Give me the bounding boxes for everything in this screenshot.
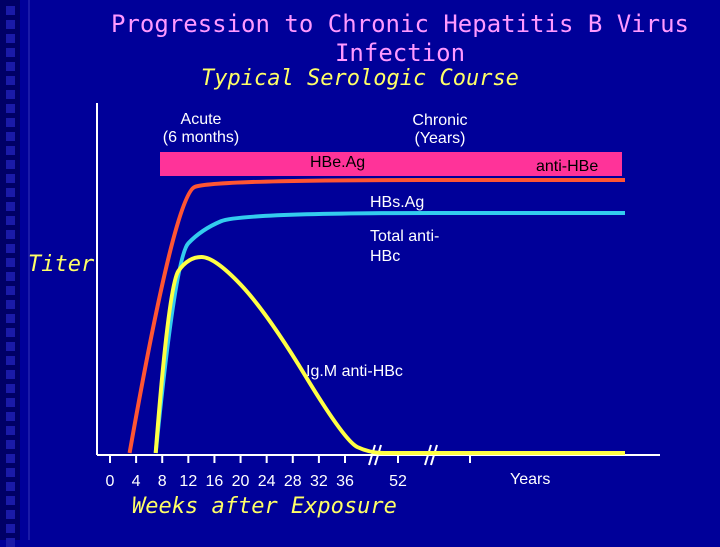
strip-square xyxy=(6,20,15,29)
series-label-total-anti-hbc-line1: Total anti- xyxy=(370,228,439,245)
strip-square xyxy=(6,398,15,407)
x-years-label: Years xyxy=(510,471,550,488)
break-mark-after-36 xyxy=(374,444,382,466)
strip-square xyxy=(6,370,15,379)
chart-title: Progression to Chronic Hepatitis B Virus… xyxy=(111,10,689,67)
strip-square xyxy=(6,174,15,183)
strip-square xyxy=(6,328,15,337)
strip-square xyxy=(6,356,15,365)
strip-square xyxy=(6,482,15,491)
series-label-igm-anti-hbc: Ig.M anti-HBc xyxy=(306,363,403,380)
series-label-total-anti-hbc-line2: HBc xyxy=(370,248,400,265)
strip-square xyxy=(6,146,15,155)
strip-square xyxy=(6,440,15,449)
break-mark-after-36 xyxy=(368,444,376,466)
x-tick-label: 28 xyxy=(284,473,302,490)
x-tick-label: 12 xyxy=(179,473,197,490)
x-tick-label: 4 xyxy=(132,473,141,490)
x-tick-label: 32 xyxy=(310,473,328,490)
y-axis-label: Titer xyxy=(28,252,95,277)
strip-square xyxy=(6,314,15,323)
strip-square xyxy=(6,496,15,505)
strip-square xyxy=(6,384,15,393)
chart-subtitle: Typical Serologic Course xyxy=(201,66,519,91)
strip-square xyxy=(6,160,15,169)
strip-square xyxy=(6,104,15,113)
strip-square xyxy=(6,244,15,253)
series-line-hbsag xyxy=(127,178,625,454)
series-line-igm-anti-hbc xyxy=(153,255,625,456)
strip-square xyxy=(6,230,15,239)
strip-square xyxy=(6,90,15,99)
strip-square xyxy=(6,510,15,519)
strip-square xyxy=(6,272,15,281)
hbeag-label: HBe.Ag xyxy=(310,154,366,171)
strip-square xyxy=(6,468,15,477)
x-tick-label: 8 xyxy=(158,473,167,490)
strip-square xyxy=(6,258,15,267)
decorative-edge-line xyxy=(28,0,30,540)
series-line-total-anti-hbc xyxy=(153,211,625,454)
x-tick-label: 24 xyxy=(258,473,276,490)
x-tick-label: 52 xyxy=(389,473,407,490)
phase-label-acute: Acute (6 months) xyxy=(162,111,240,146)
strip-square xyxy=(6,188,15,197)
strip-square xyxy=(6,524,15,533)
strip-square xyxy=(6,454,15,463)
strip-square xyxy=(6,426,15,435)
strip-square xyxy=(6,48,15,57)
strip-square xyxy=(6,6,15,15)
x-axis-title: Weeks after Exposure xyxy=(132,494,397,519)
strip-square xyxy=(6,300,15,309)
strip-square xyxy=(6,34,15,43)
x-tick-labels: 0 4 8 12 16 20 24 28 32 36 52 xyxy=(106,473,407,490)
strip-square xyxy=(6,62,15,71)
strip-square xyxy=(6,342,15,351)
x-tick-label: 20 xyxy=(232,473,250,490)
decorative-side-strip xyxy=(0,0,20,547)
series-label-hbsag: HBs.Ag xyxy=(370,194,424,211)
x-tick-label: 36 xyxy=(336,473,354,490)
strip-square xyxy=(6,412,15,421)
phase-label-chronic: Chronic (Years) xyxy=(412,112,468,147)
strip-square xyxy=(6,216,15,225)
strip-square xyxy=(6,118,15,127)
x-tick-label: 16 xyxy=(206,473,224,490)
strip-square xyxy=(6,202,15,211)
strip-square xyxy=(6,286,15,295)
anti-hbe-label: anti-HBe xyxy=(536,158,599,175)
strip-square xyxy=(6,132,15,141)
series-lines xyxy=(127,178,625,456)
x-tick-label: 0 xyxy=(106,473,115,490)
hbeag-bar xyxy=(160,152,622,176)
x-axis-ticks xyxy=(109,455,471,463)
strip-square xyxy=(6,76,15,85)
